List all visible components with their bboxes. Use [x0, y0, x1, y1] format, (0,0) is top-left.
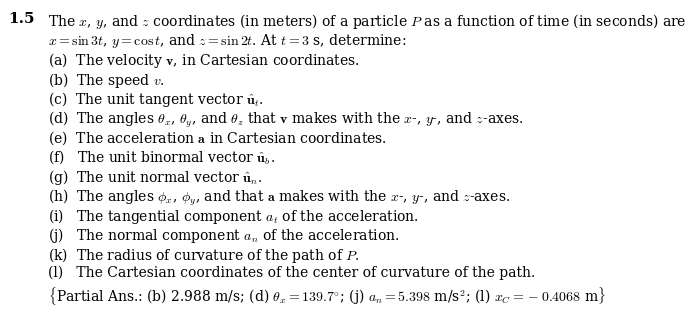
- Text: (j)   The normal component $a_n$ of the acceleration.: (j) The normal component $a_n$ of the ac…: [48, 226, 399, 245]
- Text: (a)  The velocity $\mathbf{v}$, in Cartesian coordinates.: (a) The velocity $\mathbf{v}$, in Cartes…: [48, 51, 359, 70]
- Text: (l)   The Cartesian coordinates of the center of curvature of the path.: (l) The Cartesian coordinates of the cen…: [48, 265, 535, 280]
- Text: 1.5: 1.5: [8, 12, 35, 26]
- Text: (h)  The angles $\phi_x$, $\phi_y$, and that $\mathbf{a}$ makes with the $x$-, $: (h) The angles $\phi_x$, $\phi_y$, and t…: [48, 188, 510, 208]
- Text: (k)  The radius of curvature of the path of $P$.: (k) The radius of curvature of the path …: [48, 246, 359, 265]
- Text: (i)   The tangential component $a_t$ of the acceleration.: (i) The tangential component $a_t$ of th…: [48, 207, 419, 226]
- Text: $x = \sin 3t$, $y = \cos t$, and $z = \sin 2t$. At $t = 3$ s, determine:: $x = \sin 3t$, $y = \cos t$, and $z = \s…: [48, 32, 406, 50]
- Text: $\{$Partial Ans.: (b) 2.988 m/s; (d) $\theta_x = 139.7^{\circ}$; (j) $a_n = 5.39: $\{$Partial Ans.: (b) 2.988 m/s; (d) $\t…: [48, 285, 606, 307]
- Text: (e)  The acceleration $\mathbf{a}$ in Cartesian coordinates.: (e) The acceleration $\mathbf{a}$ in Car…: [48, 129, 386, 147]
- Text: (c)  The unit tangent vector $\hat{\mathbf{u}}_t$.: (c) The unit tangent vector $\hat{\mathb…: [48, 90, 263, 109]
- Text: (d)  The angles $\theta_x$, $\theta_y$, and $\theta_z$ that $\mathbf{v}$ makes w: (d) The angles $\theta_x$, $\theta_y$, a…: [48, 110, 523, 130]
- Text: The $x$, $y$, and $z$ coordinates (in meters) of a particle $P$ as a function of: The $x$, $y$, and $z$ coordinates (in me…: [48, 12, 686, 31]
- Text: (f)   The unit binormal vector $\hat{\mathbf{u}}_b$.: (f) The unit binormal vector $\hat{\math…: [48, 149, 274, 166]
- Text: (g)  The unit normal vector $\hat{\mathbf{u}}_n$.: (g) The unit normal vector $\hat{\mathbf…: [48, 168, 262, 187]
- Text: (b)  The speed $v$.: (b) The speed $v$.: [48, 71, 164, 90]
